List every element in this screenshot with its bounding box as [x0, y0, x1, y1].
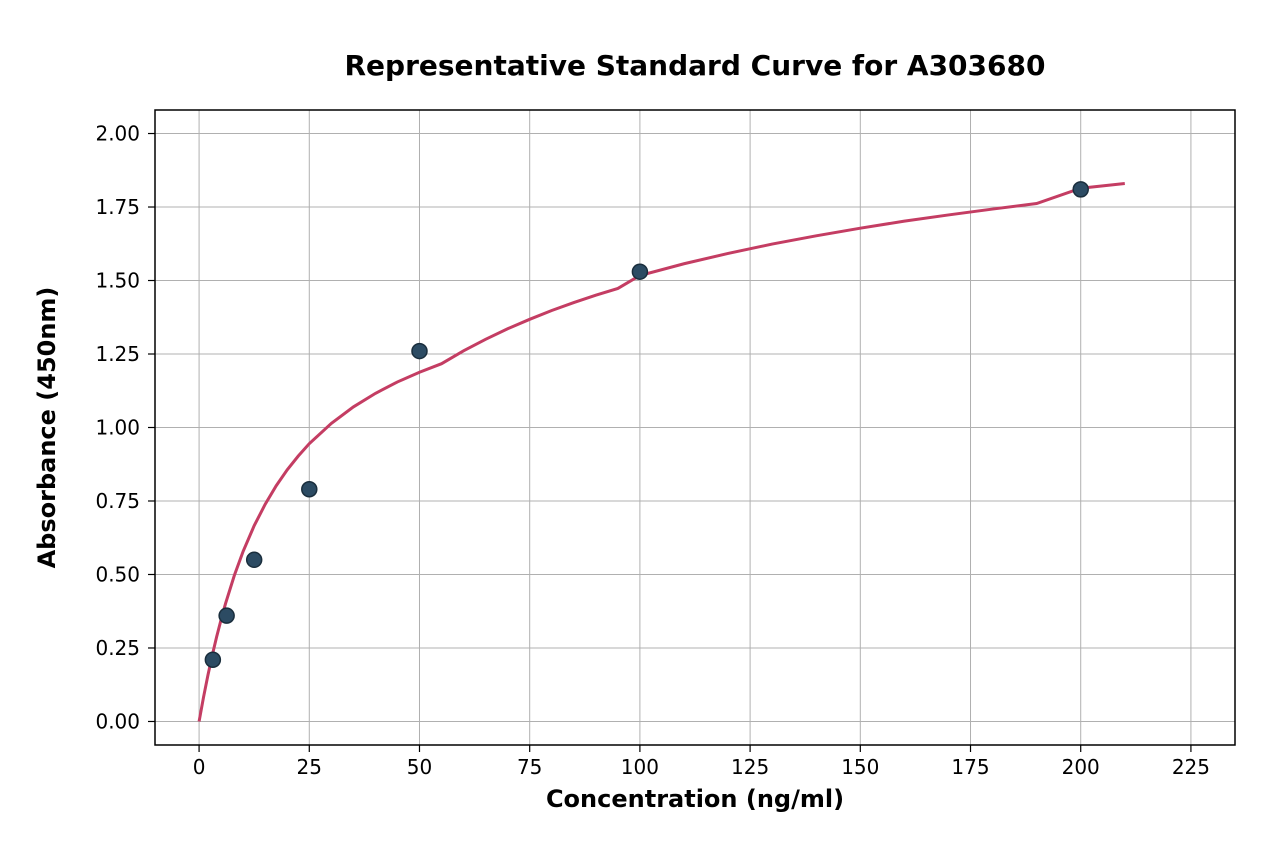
- y-tick-label: 2.00: [95, 122, 140, 146]
- data-point: [1073, 182, 1088, 197]
- x-tick-label: 50: [407, 755, 432, 779]
- data-point: [302, 482, 317, 497]
- x-tick-label: 125: [731, 755, 769, 779]
- data-point: [247, 552, 262, 567]
- x-tick-label: 100: [621, 755, 659, 779]
- x-tick-label: 150: [841, 755, 879, 779]
- data-point: [632, 264, 647, 279]
- chart-container: 0 25 50 75 100 125 150 175 200 225 0.00 0.25 0.50 0.7…: [0, 0, 1280, 845]
- standard-curve-chart: 0 25 50 75 100 125 150 175 200 225 0.00 0.25 0.50 0.7…: [0, 0, 1280, 845]
- y-tick-label: 0.75: [95, 489, 140, 513]
- data-point: [205, 652, 220, 667]
- x-axis-label: Concentration (ng/ml): [546, 785, 844, 813]
- y-axis-label: Absorbance (450nm): [33, 287, 61, 569]
- x-tick-label: 200: [1062, 755, 1100, 779]
- y-tick-label: 0.00: [95, 709, 140, 733]
- y-tick-label: 1.50: [95, 269, 140, 293]
- chart-title: Representative Standard Curve for A30368…: [345, 49, 1046, 82]
- x-tick-label: 225: [1172, 755, 1210, 779]
- fitted-curve: [199, 184, 1125, 722]
- x-tick-label: 175: [951, 755, 989, 779]
- x-tick-label: 75: [517, 755, 542, 779]
- y-tick-label: 0.25: [95, 636, 140, 660]
- data-point: [219, 608, 234, 623]
- y-tick-label: 0.50: [95, 562, 140, 586]
- data-point: [412, 344, 427, 359]
- x-tick-label: 0: [193, 755, 206, 779]
- y-tick-label: 1.75: [95, 195, 140, 219]
- y-tick-label: 1.25: [95, 342, 140, 366]
- x-tick-label: 25: [297, 755, 322, 779]
- y-tick-label: 1.00: [95, 416, 140, 440]
